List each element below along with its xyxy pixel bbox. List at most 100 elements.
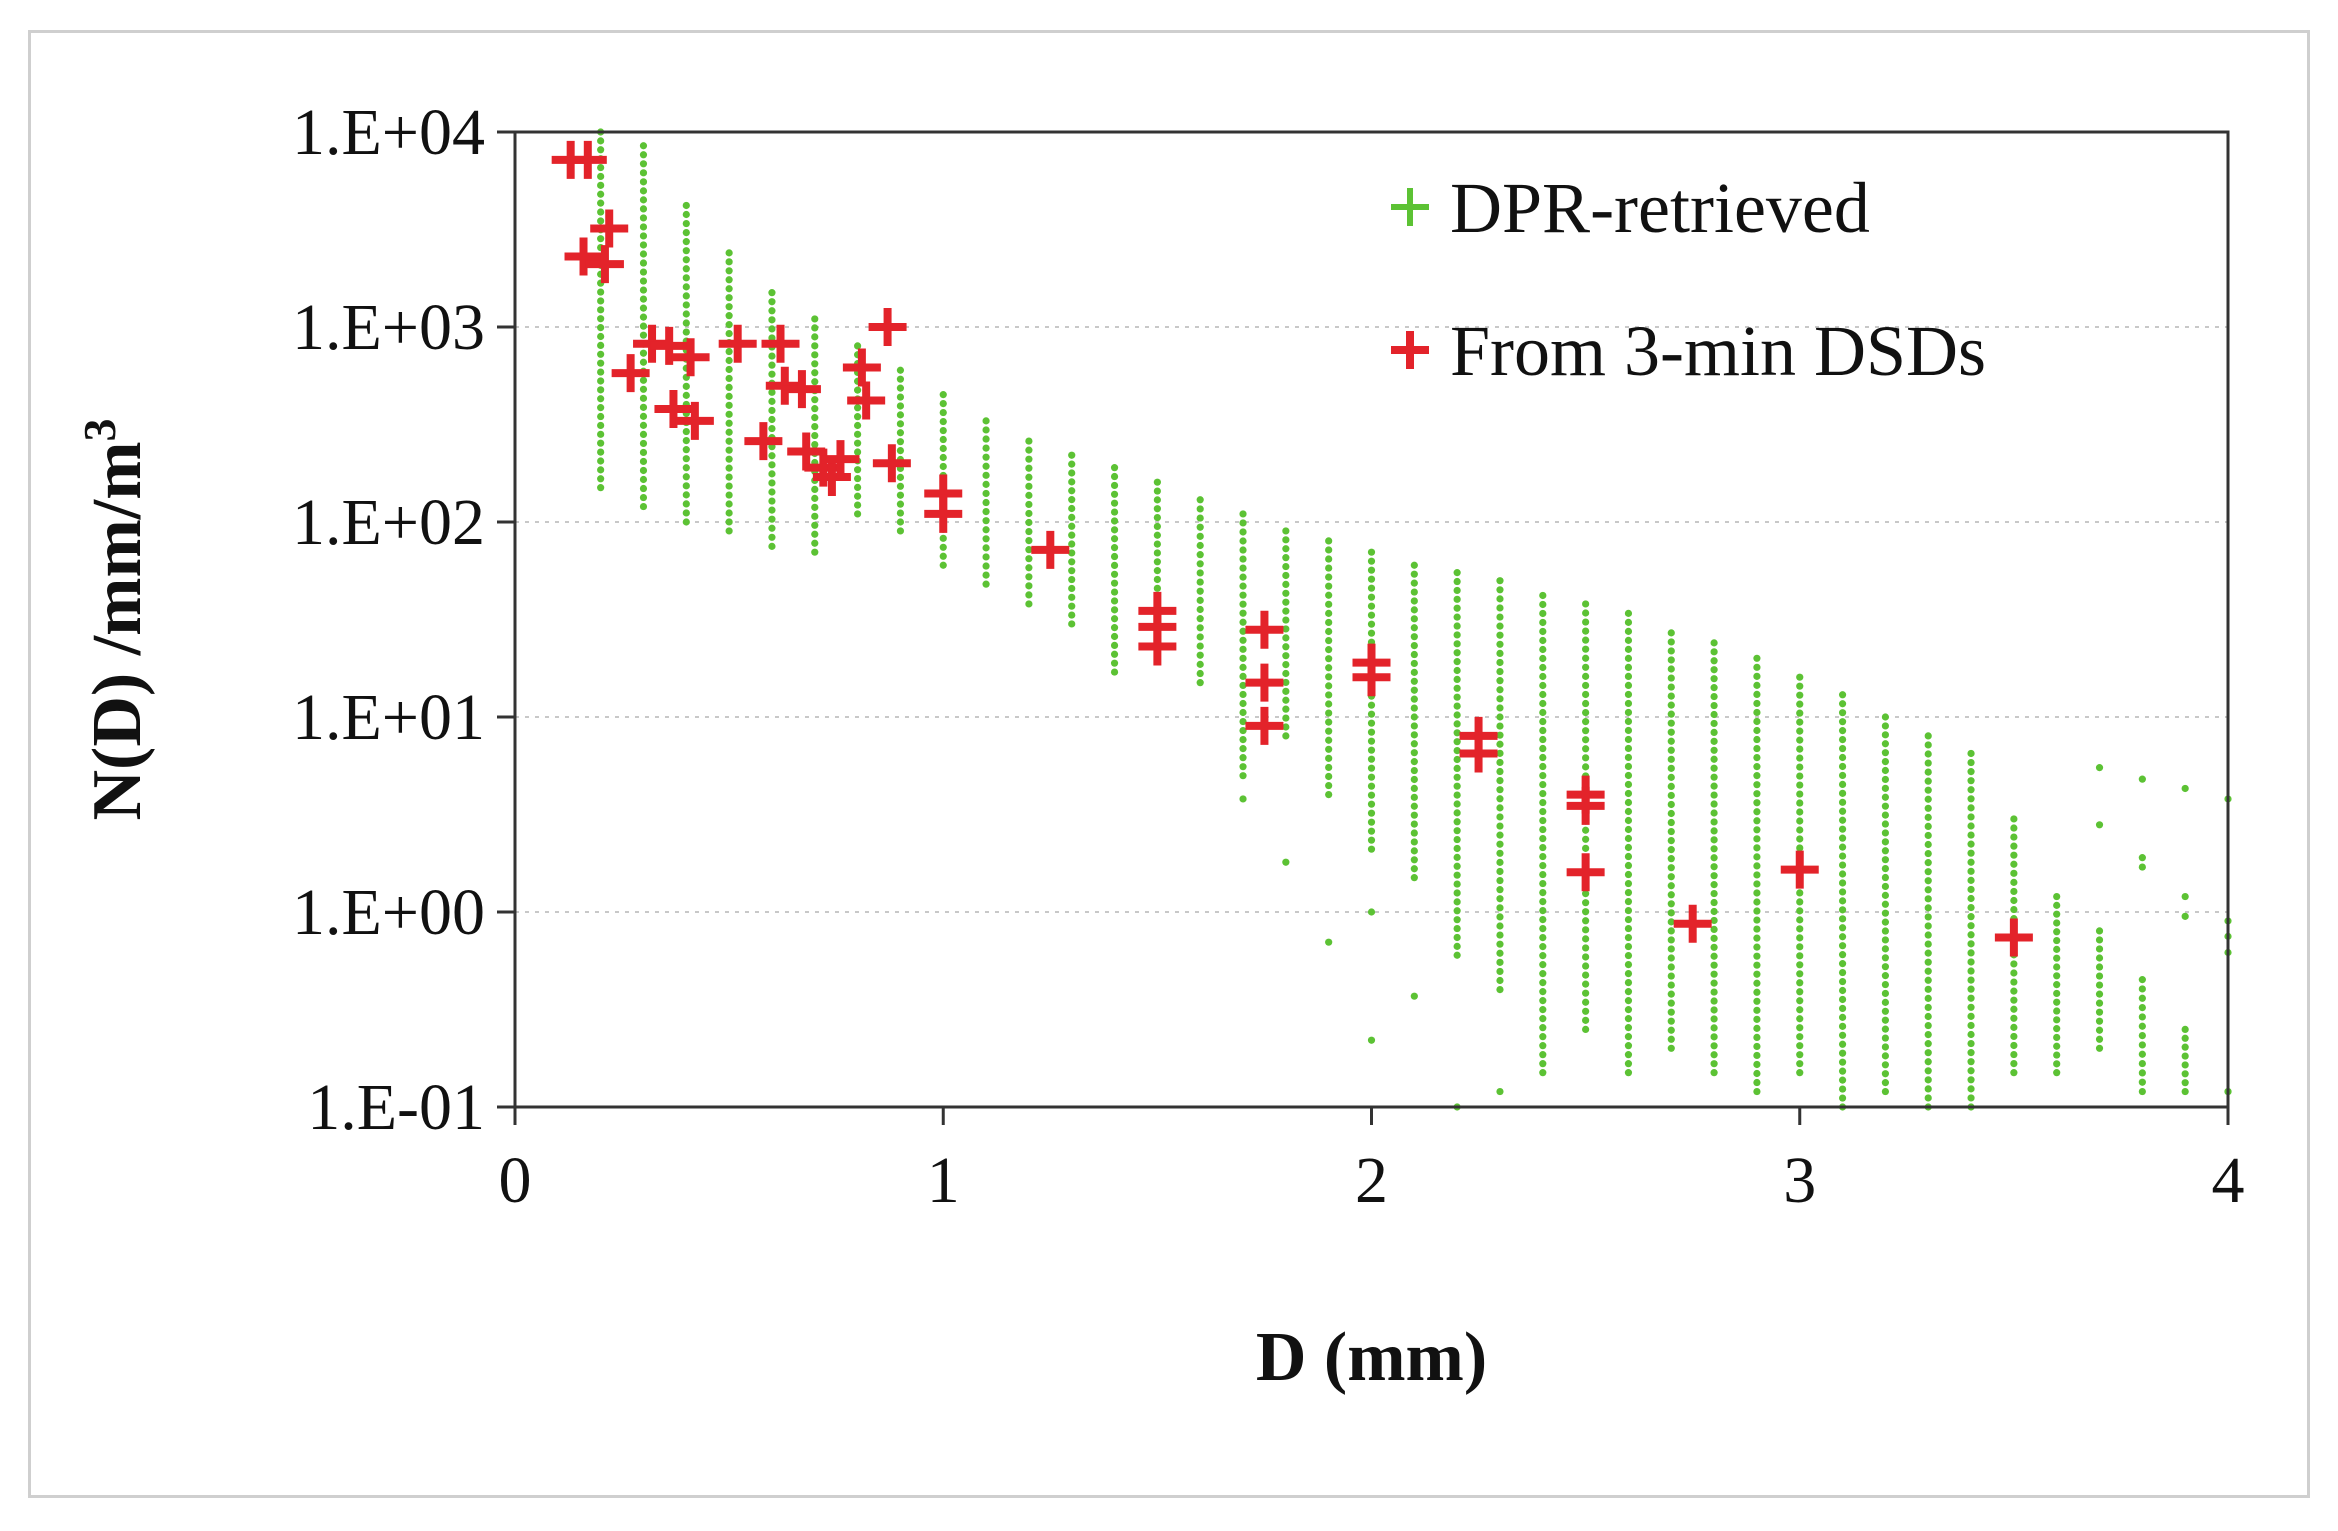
dpr-point <box>1025 437 1033 445</box>
dpr-point <box>597 217 605 225</box>
dpr-point <box>1367 719 1376 727</box>
dpr-point <box>1539 1051 1547 1059</box>
dpr-point <box>1453 844 1461 853</box>
dpr-point <box>1582 663 1590 671</box>
dpr-point <box>1110 535 1119 543</box>
dpr-point <box>1838 1031 1847 1039</box>
dpr-point <box>1325 754 1333 762</box>
dpr-point <box>1153 496 1161 504</box>
dpr-point <box>682 518 690 526</box>
dpr-point <box>1410 659 1418 668</box>
dpr-point <box>1667 647 1675 655</box>
dpr-point <box>1624 861 1633 870</box>
dpr-point <box>1453 933 1461 942</box>
dpr-point <box>1924 813 1932 821</box>
dpr-point <box>1710 710 1718 719</box>
dpr-point <box>854 466 862 474</box>
dpr-point <box>1582 708 1590 717</box>
dpr-point <box>1325 609 1333 617</box>
dpr-point <box>811 512 819 520</box>
dpr-point <box>2138 1013 2146 1021</box>
dpr-point <box>1838 834 1847 842</box>
dpr-point <box>1710 881 1718 889</box>
dpr-point <box>725 410 733 418</box>
dpr-point <box>896 402 905 410</box>
y-tick-label: 1.E+03 <box>292 291 485 364</box>
dpr-point <box>2053 1051 2061 1059</box>
dpr-point <box>1367 548 1376 556</box>
dpr-point <box>1196 651 1204 659</box>
dpr-point <box>1753 1015 1761 1023</box>
dpr-point <box>1196 587 1204 595</box>
dpr-point <box>1967 804 1975 812</box>
dpr-point <box>597 368 605 376</box>
dpr-point <box>639 205 648 213</box>
dpr-point <box>1410 820 1418 828</box>
dpr-point <box>1453 800 1461 808</box>
dpr-point <box>1110 481 1119 490</box>
dpr-point <box>1796 691 1804 699</box>
dpr-point <box>1539 807 1547 816</box>
dpr-point <box>1539 997 1547 1005</box>
dpr-point <box>811 530 819 538</box>
dpr-point <box>1838 888 1847 896</box>
dpr-point <box>1496 913 1504 921</box>
dsd-point <box>821 440 860 479</box>
dpr-point <box>1582 636 1590 644</box>
dpr-point <box>1110 641 1119 649</box>
dpr-point <box>1453 666 1461 675</box>
dpr-point <box>1924 1030 1932 1039</box>
dpr-point <box>1753 790 1761 798</box>
dpr-point <box>1153 567 1161 575</box>
dpr-point <box>1239 735 1247 744</box>
dpr-point <box>682 455 690 463</box>
dpr-point <box>1710 889 1718 898</box>
dpr-point <box>1239 645 1247 653</box>
dpr-point <box>1239 717 1247 726</box>
dpr-point <box>1924 750 1932 758</box>
dpr-point <box>2010 860 2018 868</box>
dpr-point <box>1967 867 1975 875</box>
dpr-point <box>768 415 776 424</box>
dpr-point <box>768 361 776 369</box>
dpr-point <box>854 421 862 430</box>
dpr-point <box>1924 949 1932 957</box>
dpr-point <box>1710 1051 1718 1059</box>
dpr-point <box>1239 663 1247 671</box>
dpr-point <box>1796 763 1804 771</box>
dpr-point <box>1796 772 1804 780</box>
dpr-point <box>1710 684 1718 692</box>
dpr-point <box>2010 978 2018 986</box>
dpr-point <box>768 289 776 297</box>
dsd-point <box>1245 610 1284 649</box>
dpr-point <box>1539 600 1547 609</box>
dpr-point <box>1881 980 1889 989</box>
dpr-point <box>1539 834 1547 843</box>
dpr-point <box>1453 720 1461 728</box>
dpr-point <box>682 491 690 499</box>
dpr-point <box>1881 1034 1889 1042</box>
dpr-point <box>1667 710 1675 718</box>
dpr-point <box>1582 980 1590 988</box>
dpr-point <box>1325 682 1333 690</box>
dpr-point <box>1624 618 1633 626</box>
dpr-point <box>1282 580 1290 588</box>
dpr-point <box>1881 998 1889 1006</box>
dpr-point <box>982 498 990 507</box>
dpr-point <box>1967 1094 1975 1102</box>
dpr-point <box>1881 873 1889 882</box>
dpr-point <box>1068 504 1076 513</box>
dpr-point <box>1282 669 1290 678</box>
dsd-point <box>1566 853 1605 892</box>
dpr-point <box>1924 895 1932 903</box>
dpr-point <box>1924 786 1932 794</box>
dpr-point <box>1282 625 1290 633</box>
dpr-point <box>1110 570 1119 578</box>
dpr-point <box>1967 768 1975 776</box>
dpr-point <box>1967 1049 1975 1057</box>
dpr-point <box>1881 749 1889 757</box>
dpr-point <box>1710 943 1718 951</box>
dpr-point <box>1710 818 1718 826</box>
dpr-point <box>1838 897 1847 905</box>
dpr-point <box>1239 564 1247 572</box>
